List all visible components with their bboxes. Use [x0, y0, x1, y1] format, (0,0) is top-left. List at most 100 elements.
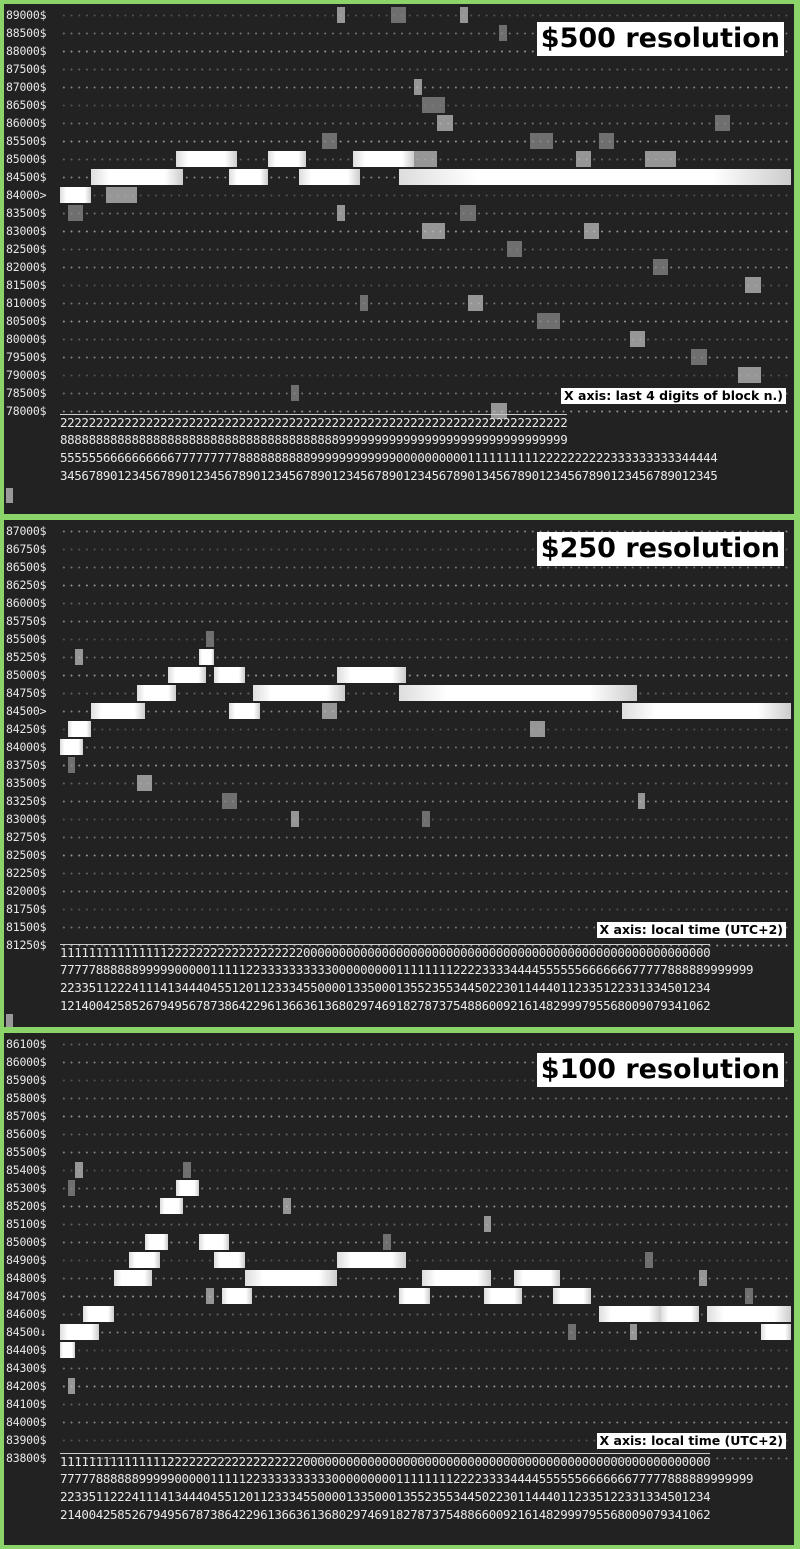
- y-axis-label: 85500$: [6, 134, 47, 148]
- heat-block: [529, 133, 553, 149]
- y-axis-label: 85100$: [6, 1217, 47, 1231]
- y-axis-label: 88500$: [6, 26, 47, 40]
- grid-dots-row: [60, 392, 792, 395]
- heat-block: [575, 151, 592, 167]
- grid-dots-row: [60, 710, 792, 713]
- price-segment: [760, 1324, 792, 1340]
- y-axis-label: 85750$: [6, 614, 47, 628]
- heat-block: [645, 151, 676, 167]
- heat-block: [321, 703, 338, 719]
- grid-dots-row: [60, 1385, 792, 1388]
- y-axis-label: 84900$: [6, 1253, 47, 1267]
- y-axis-label: 87000$: [6, 524, 47, 538]
- grid-dots-row: [60, 68, 792, 71]
- grid-dots-row: [60, 1187, 792, 1190]
- chart-panel-250: 87000$ 86750$ 86500$ 86250$ 86000$ 85750$ 8550…: [4, 520, 794, 1027]
- heat-block: [421, 223, 445, 239]
- heat-block: [106, 187, 137, 203]
- y-axis-label: 86250$: [6, 578, 47, 592]
- grid-dots-row: [60, 566, 792, 569]
- price-segment: [398, 169, 792, 185]
- x-axis-digits-row: 2222222222222222222222222222222222222222…: [60, 414, 568, 430]
- price-segment: [129, 1252, 161, 1268]
- heat-block: [645, 1252, 653, 1268]
- price-segment: [198, 1234, 230, 1250]
- y-axis-label: 85900$: [6, 1073, 47, 1087]
- heat-block: [568, 1324, 576, 1340]
- y-axis-label: 85250$: [6, 650, 47, 664]
- y-axis-label: 78000$: [6, 404, 47, 418]
- panel-title: $500 resolution: [536, 22, 784, 56]
- y-axis-label: 83500$: [6, 776, 47, 790]
- y-axis-label: 86500$: [6, 98, 47, 112]
- y-axis-label: 84400$: [6, 1343, 47, 1357]
- heat-block: [737, 367, 761, 383]
- heat-block: [637, 793, 646, 809]
- x-axis-digits-row: 2233511222411141344404551201123334550000…: [60, 980, 711, 995]
- heat-block: [337, 7, 345, 23]
- grid-dots-row: [60, 1331, 792, 1334]
- y-axis-label: 80000$: [6, 332, 47, 346]
- y-axis-label: 85800$: [6, 1091, 47, 1105]
- y-axis-label: 81000$: [6, 296, 47, 310]
- heat-block: [699, 1270, 707, 1286]
- x-axis-digits-row: 3456789012345678901234567890123456789012…: [60, 468, 718, 483]
- price-segment: [221, 1288, 253, 1304]
- y-axis-label: 81250$: [6, 938, 47, 952]
- heat-block: [391, 7, 407, 23]
- grid-dots-row: [60, 1169, 792, 1172]
- heat-block: [652, 259, 669, 275]
- grid-dots-row: [60, 122, 792, 125]
- grid-dots-row: [60, 1133, 792, 1136]
- price-segment: [137, 685, 176, 701]
- heat-block: [483, 1216, 492, 1232]
- x-axis-digits-row: 2233511222411141344404551201123334550000…: [60, 1489, 711, 1504]
- heat-block: [183, 1162, 191, 1178]
- heat-block: [460, 7, 469, 23]
- price-segment: [60, 1342, 76, 1358]
- price-segment: [90, 169, 184, 185]
- heat-block: [337, 205, 345, 221]
- heat-block: [206, 631, 214, 647]
- heat-block: [714, 115, 730, 131]
- price-segment: [398, 1288, 430, 1304]
- heat-block: [321, 133, 338, 149]
- price-segment: [706, 1306, 792, 1322]
- y-axis-label: 85500$: [6, 632, 47, 646]
- grid-dots-row: [60, 320, 792, 323]
- y-axis-label: 84700$: [6, 1289, 47, 1303]
- grid-dots-row: [60, 854, 792, 857]
- y-axis-label: 82500$: [6, 242, 47, 256]
- y-axis-label: 87500$: [6, 62, 47, 76]
- heat-block: [437, 115, 453, 131]
- grid-dots-row: [60, 374, 792, 377]
- y-axis-label: 84000>: [6, 188, 47, 202]
- grid-dots-row: [60, 302, 792, 305]
- y-axis-label: 87000$: [6, 80, 47, 94]
- chart-panel-100: 86100$ 86000$ 85900$ 85800$ 85700$ 85600$ 8550…: [4, 1033, 794, 1545]
- grid-dots-row: [60, 50, 792, 53]
- grid-dots-row: [60, 782, 792, 785]
- grid-dots-row: [60, 1313, 792, 1316]
- price-segment: [214, 1252, 245, 1268]
- grid-dots-row: [60, 530, 792, 533]
- y-axis-label: 83000$: [6, 224, 47, 238]
- price-segment: [175, 151, 238, 167]
- price-segment: [60, 187, 91, 203]
- y-axis-label: 84100$: [6, 1397, 47, 1411]
- grid-dots-row: [60, 1061, 792, 1064]
- grid-dots-row: [60, 1223, 792, 1226]
- x-axis-digits-row: 1111111111111112222222222222222222000000…: [60, 944, 711, 960]
- y-axis-label: 78500$: [6, 386, 47, 400]
- heat-block: [498, 25, 507, 41]
- price-segment: [198, 649, 214, 665]
- heat-block: [75, 649, 84, 665]
- price-segment: [421, 1270, 492, 1286]
- grid-dots-row: [60, 584, 792, 587]
- grid-dots-row: [60, 1439, 792, 1442]
- y-axis-label: 86000$: [6, 1055, 47, 1069]
- grid-dots-row: [60, 908, 792, 911]
- y-axis-label: 85000$: [6, 152, 47, 166]
- grid-dots-row: [60, 890, 792, 893]
- heat-block: [283, 1198, 291, 1214]
